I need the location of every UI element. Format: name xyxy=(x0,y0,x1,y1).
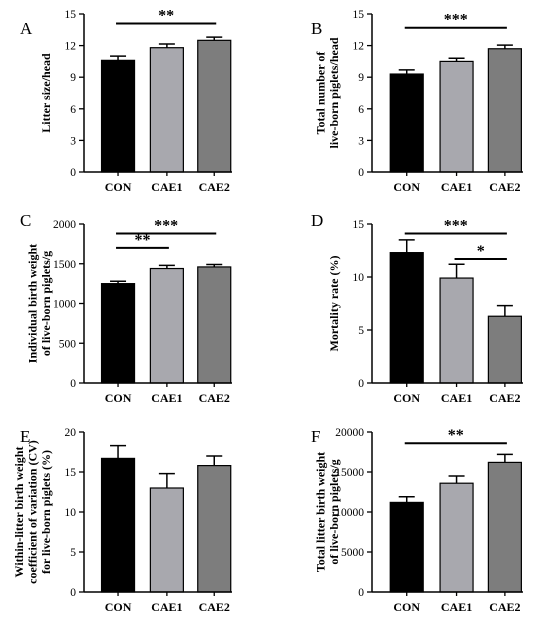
panel-b: B Total number of live-born piglets/head CO… xyxy=(311,9,523,194)
panel-a: A Litter size/head CON CAE1 CAE2 0 3 6 9 12 15 ** xyxy=(20,7,232,194)
y-axis-label: Litter size/head xyxy=(39,53,53,133)
y-axis-label: Total litter birth weight xyxy=(314,452,328,572)
x-tick-label: CAE1 xyxy=(441,180,472,194)
bar-cae2 xyxy=(197,465,232,593)
y-axis-label: Total number of xyxy=(314,51,328,135)
y-axis-label: of live-born piglets/g xyxy=(327,459,341,564)
y-tick-label: 500 xyxy=(59,338,77,350)
x-tick-label: CAE1 xyxy=(151,600,182,614)
y-axis-label: of live-born piglets/g xyxy=(39,251,53,356)
y-axis-label: Within-litter birth weight xyxy=(12,447,26,578)
y-tick-label: 15 xyxy=(353,219,365,231)
y-tick-label: 0 xyxy=(70,587,76,599)
panel-letter: E xyxy=(20,427,30,446)
x-tick-label: CON xyxy=(105,600,132,614)
x-tick-label: CAE2 xyxy=(489,600,520,614)
y-tick-label: 20000 xyxy=(335,427,364,439)
panel-letter: A xyxy=(20,19,33,38)
y-tick-label: 10 xyxy=(353,272,365,284)
panel-letter: D xyxy=(311,211,323,230)
y-tick-label: 3 xyxy=(358,135,364,147)
y-tick-label: 0 xyxy=(358,378,364,390)
x-tick-label: CON xyxy=(105,391,132,405)
bar-cae2 xyxy=(487,48,522,173)
bar-cae1 xyxy=(439,60,474,173)
bar-cae1 xyxy=(439,482,474,593)
x-tick-label: CAE2 xyxy=(199,180,230,194)
bar-cae1 xyxy=(149,487,184,593)
y-axis-label: for live-born piglets (%) xyxy=(39,450,53,574)
x-tick-label: CON xyxy=(105,180,132,194)
y-tick-label: 6 xyxy=(358,104,364,116)
bar-cae1 xyxy=(439,277,474,384)
y-tick-label: 15 xyxy=(353,9,365,21)
y-tick-label: 5 xyxy=(358,325,364,337)
significance-label: * xyxy=(477,243,485,260)
y-tick-label: 0 xyxy=(70,167,76,179)
x-tick-label: CON xyxy=(393,600,420,614)
y-tick-label: 15000 xyxy=(335,467,364,479)
x-tick-label: CAE2 xyxy=(199,391,230,405)
x-tick-label: CAE2 xyxy=(199,600,230,614)
bar-cae2 xyxy=(487,461,522,593)
y-tick-label: 5 xyxy=(70,547,76,559)
y-tick-label: 20 xyxy=(65,427,77,439)
significance-label: *** xyxy=(444,12,468,29)
y-tick-label: 0 xyxy=(358,587,364,599)
bar-con xyxy=(100,457,136,593)
y-tick-label: 5000 xyxy=(341,547,364,559)
y-tick-label: 15 xyxy=(65,467,77,479)
y-tick-label: 15 xyxy=(65,9,77,21)
y-tick-label: 10 xyxy=(65,507,77,519)
y-tick-label: 9 xyxy=(70,72,76,84)
x-tick-label: CAE2 xyxy=(489,391,520,405)
y-tick-label: 3 xyxy=(70,135,76,147)
bar-con xyxy=(100,59,136,173)
y-tick-label: 12 xyxy=(353,41,365,53)
x-tick-label: CAE1 xyxy=(441,391,472,405)
significance-label: ** xyxy=(134,232,150,249)
bar-cae2 xyxy=(197,39,232,173)
y-axis-label: coefficient of variation (CV) xyxy=(26,440,40,584)
y-tick-label: 9 xyxy=(358,72,364,84)
x-tick-label: CON xyxy=(393,180,420,194)
y-tick-label: 1000 xyxy=(53,299,76,311)
x-tick-label: CAE1 xyxy=(151,180,182,194)
bar-cae2 xyxy=(487,315,522,384)
y-tick-label: 10000 xyxy=(335,507,364,519)
y-axis-label: Mortality rate (%) xyxy=(327,256,341,352)
bar-cae2 xyxy=(197,266,232,384)
x-tick-label: CAE1 xyxy=(441,600,472,614)
bar-con xyxy=(100,283,136,384)
significance-label: ** xyxy=(448,427,464,444)
bar-con xyxy=(389,501,424,593)
y-tick-label: 1500 xyxy=(53,259,76,271)
significance-label: ** xyxy=(158,7,174,24)
significance-label: *** xyxy=(444,218,468,235)
panel-letter: F xyxy=(311,427,320,446)
bar-cae1 xyxy=(149,47,184,173)
panel-c: C Individual birth weight of live-born pig… xyxy=(20,211,232,405)
y-tick-label: 0 xyxy=(70,378,76,390)
x-tick-label: CAE1 xyxy=(151,391,182,405)
y-tick-label: 2000 xyxy=(53,219,76,231)
x-tick-label: CAE2 xyxy=(489,180,520,194)
x-tick-label: CON xyxy=(393,391,420,405)
panel-letter: B xyxy=(311,19,322,38)
bar-con xyxy=(389,73,424,173)
significance-label: *** xyxy=(154,218,178,235)
bar-cae1 xyxy=(149,267,184,384)
y-axis-label: live-born piglets/head xyxy=(327,37,341,148)
y-tick-label: 12 xyxy=(65,41,77,53)
y-tick-label: 0 xyxy=(358,167,364,179)
bar-con xyxy=(389,252,424,384)
panel-letter: C xyxy=(20,211,31,230)
y-tick-label: 6 xyxy=(70,104,76,116)
panel-f: F Total litter birth weight of live-born p… xyxy=(311,427,523,614)
y-axis-label: Individual birth weight xyxy=(26,244,40,363)
